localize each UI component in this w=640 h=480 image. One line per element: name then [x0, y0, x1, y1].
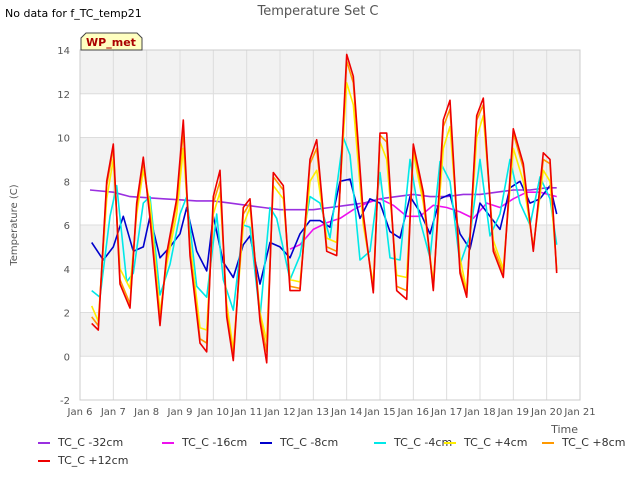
grid-band [80, 137, 580, 182]
series-line-tc-c-12cm [91, 53, 558, 364]
y-tick-label: 10 [57, 134, 70, 145]
grid-band [80, 50, 580, 94]
legend-swatch [374, 441, 386, 444]
x-tick-label: Jan 8 [133, 407, 159, 418]
legend-swatch [444, 441, 456, 444]
legend-label: TC_C -8cm [280, 436, 339, 449]
no-data-note: No data for f_TC_temp21 [5, 7, 142, 20]
x-axis-label: Time [550, 423, 578, 436]
legend-item: TC_C -8cm [260, 436, 338, 449]
x-tick-label: Jan 12 [263, 407, 295, 418]
x-axis-ticks: Jan 6 Jan 7 Jan 8 Jan 9 Jan 10 Jan 11 Jan 12 Ja… [67, 407, 596, 418]
plot-frame [79, 49, 581, 401]
x-tick-label: Jan 16 [397, 407, 429, 418]
series-line-tc-c-4cm [91, 136, 558, 318]
y-tick-label: 12 [57, 90, 70, 101]
legend-label: TC_C -32cm [58, 436, 124, 449]
grid-bands [80, 50, 580, 357]
legend-label: TC_C -4cm [394, 436, 453, 449]
wp-met-label: WP_met [86, 36, 136, 49]
x-tick-label: Jan 14 [330, 407, 362, 418]
legend-label: TC_C +12cm [58, 454, 129, 467]
x-tick-label: Jan 10 [197, 407, 229, 418]
x-tick-label: Jan 17 [430, 407, 462, 418]
legend-item: TC_C -4cm [374, 436, 452, 449]
x-tick-label: Jan 9 [167, 407, 193, 418]
series-lines [89, 53, 558, 364]
y-tick-label: 0 [64, 352, 70, 363]
y-tick-label: 14 [57, 46, 70, 57]
legend-label: TC_C +8cm [562, 436, 626, 449]
x-tick-label: Jan 19 [497, 407, 529, 418]
x-tick-label: Jan 11 [230, 407, 262, 418]
series-line-tc-c-32cm [89, 187, 557, 211]
legend-item: TC_C +12cm [38, 454, 128, 467]
legend-swatch [542, 441, 554, 444]
legend-swatch [38, 459, 50, 462]
y-tick-label: -2 [60, 396, 70, 407]
x-tick-label: Jan 13 [297, 407, 329, 418]
y-tick-label: 6 [64, 221, 70, 232]
legend-swatch [162, 441, 174, 444]
x-tick-label: Jan 6 [67, 407, 93, 418]
x-tick-label: Jan 15 [363, 407, 395, 418]
y-tick-label: 2 [64, 309, 70, 320]
x-tick-label: Jan 18 [463, 407, 495, 418]
grid-band [80, 312, 580, 357]
legend-swatch [38, 441, 50, 444]
y-tick-label: 8 [64, 177, 70, 188]
x-tick-label: Jan 21 [563, 407, 595, 418]
legend-swatch [260, 441, 272, 444]
x-tick-label: Jan 20 [530, 407, 562, 418]
legend-label: TC_C +4cm [464, 436, 528, 449]
chart-title: Temperature Set C [256, 4, 378, 19]
legend-item: TC_C -32cm [38, 436, 123, 449]
y-axis-ticks: -2 0 2 4 6 8 10 12 14 [57, 46, 70, 407]
y-tick-label: 4 [64, 265, 70, 276]
legend-item: TC_C +4cm [444, 436, 527, 449]
x-tick-label: Jan 7 [100, 407, 126, 418]
legend-item: TC_C +8cm [542, 436, 625, 449]
legend-item: TC_C -16cm [162, 436, 247, 449]
y-axis-label: Temperature (C) [9, 184, 20, 266]
legend-label: TC_C -16cm [182, 436, 248, 449]
wp-met-badge: WP_met [80, 32, 143, 51]
